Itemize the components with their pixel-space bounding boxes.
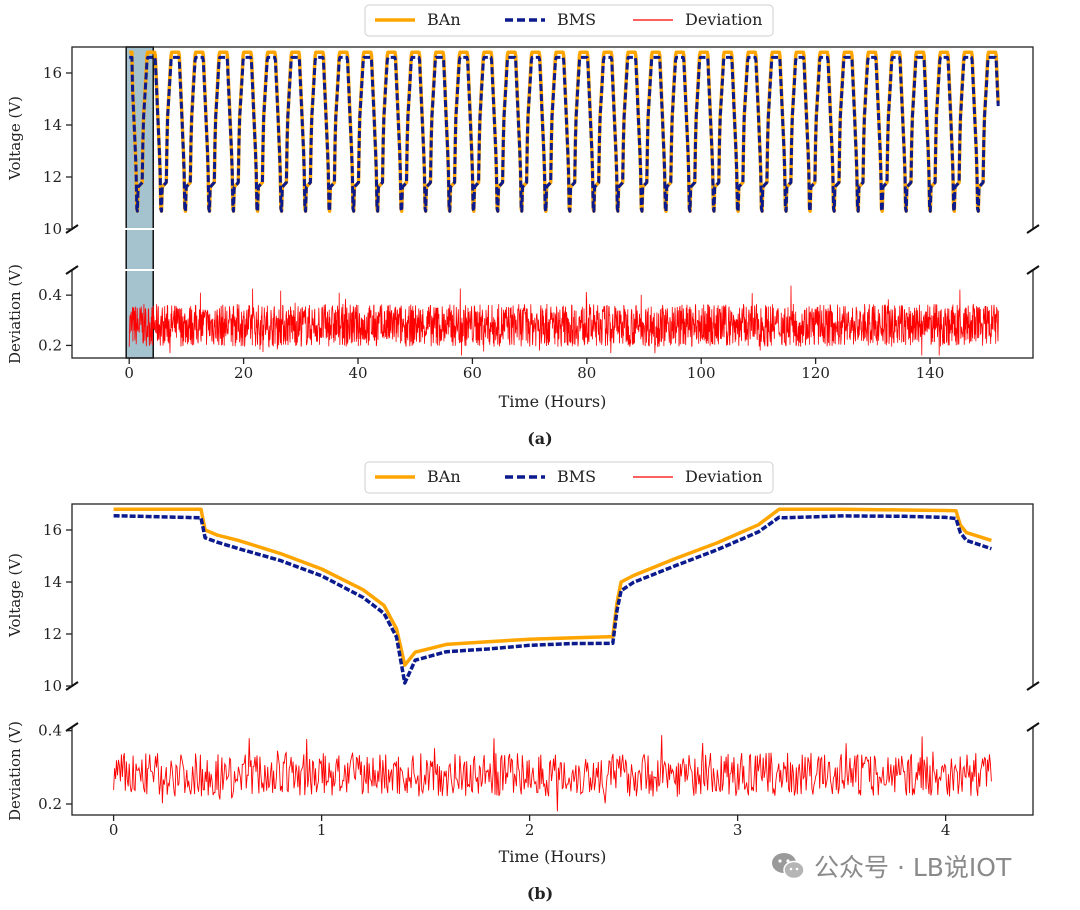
chart-a-axis-break-mark	[65, 265, 79, 275]
chart-a-top-ytick-label: 16	[43, 64, 62, 82]
chart-b-xtick-label: 3	[733, 821, 743, 839]
chart-b-xtick-label: 1	[317, 821, 327, 839]
chart-a-xtick-label: 0	[124, 364, 134, 382]
chart-b-legend	[364, 461, 774, 494]
chart-b-bottom-ytick-label: 0.2	[38, 795, 62, 813]
chart-a-bottom-ylabel: Deviation (V)	[6, 264, 24, 364]
chart-a-legend-label-ban: BAn	[427, 10, 461, 29]
chart-a-series-ban	[128, 50, 1000, 213]
chart-a-xtick-label: 120	[801, 364, 830, 382]
chart-b-series-deviation	[113, 735, 992, 812]
chart-a-top-ylabel: Voltage (V)	[6, 96, 24, 181]
chart-a-legend	[364, 4, 774, 37]
watermark-text: 公众号 · LB说IOT	[814, 853, 1012, 882]
chart-a-highlight-region	[125, 46, 154, 359]
chart-b-legend-label-deviation: Deviation	[685, 467, 762, 486]
chart-b-xtick-label: 0	[109, 821, 119, 839]
chart-b-axis-break-mark	[1026, 681, 1040, 691]
chart-a-xlabel: Time (Hours)	[499, 392, 607, 411]
chart-a-bottom-ytick-label: 0.2	[38, 336, 62, 354]
chart-a-xtick-label: 140	[916, 364, 945, 382]
chart-b-top-frame	[71, 503, 1034, 687]
chart-a-axis-break-mark	[1026, 224, 1040, 234]
chart-b-series-ban	[113, 507, 992, 667]
chart-a-xtick-label: 60	[463, 364, 482, 382]
chart-a-axis-break-mark	[1026, 265, 1040, 275]
chart-b-panel-label: (b)	[527, 884, 553, 903]
chart-b-top-ylabel: Voltage (V)	[6, 553, 24, 638]
chart-a-panel-label: (a)	[527, 429, 553, 448]
chart-a-legend-label-deviation: Deviation	[685, 10, 762, 29]
chart-b-series-bms	[113, 513, 992, 685]
chart-b-bottom-ytick-label: 0.4	[38, 722, 62, 740]
chart-a-legend-label-bms: BMS	[557, 10, 596, 29]
chart-b-top-ytick-label: 16	[43, 521, 62, 539]
chart-b-top-ytick-label: 14	[43, 573, 62, 591]
chart-b-bottom-ylabel: Deviation (V)	[6, 721, 24, 821]
chart-a-top-ytick-label: 14	[43, 116, 62, 134]
chart-a-xtick-label: 20	[234, 364, 253, 382]
chart-a-xtick-label: 100	[687, 364, 716, 382]
chart-b-xtick-label: 4	[941, 821, 951, 839]
chart-a-top-ytick-label: 12	[43, 168, 62, 186]
chart-a-xtick-label: 80	[577, 364, 596, 382]
wechat-icon	[772, 853, 805, 880]
chart-a-top-ytick-label: 10	[43, 220, 62, 238]
chart-a-bottom-ytick-label: 0.4	[38, 286, 62, 304]
chart-b-axis-break-mark	[65, 722, 79, 732]
watermark: 公众号 · LB说IOT	[770, 848, 1011, 884]
chart-b-axis-break-mark	[1026, 722, 1040, 732]
chart-b-xtick-label: 2	[525, 821, 535, 839]
chart-b-top-ytick-label: 10	[43, 677, 62, 695]
chart-a-series-deviation	[128, 285, 1000, 356]
chart-b-legend-label-bms: BMS	[557, 467, 596, 486]
chart-b-top-ytick-label: 12	[43, 625, 62, 643]
chart-a-series-bms	[128, 55, 1000, 213]
chart-b-legend-label-ban: BAn	[427, 467, 461, 486]
chart-b-xlabel: Time (Hours)	[499, 847, 607, 866]
chart-a-xtick-label: 40	[348, 364, 367, 382]
